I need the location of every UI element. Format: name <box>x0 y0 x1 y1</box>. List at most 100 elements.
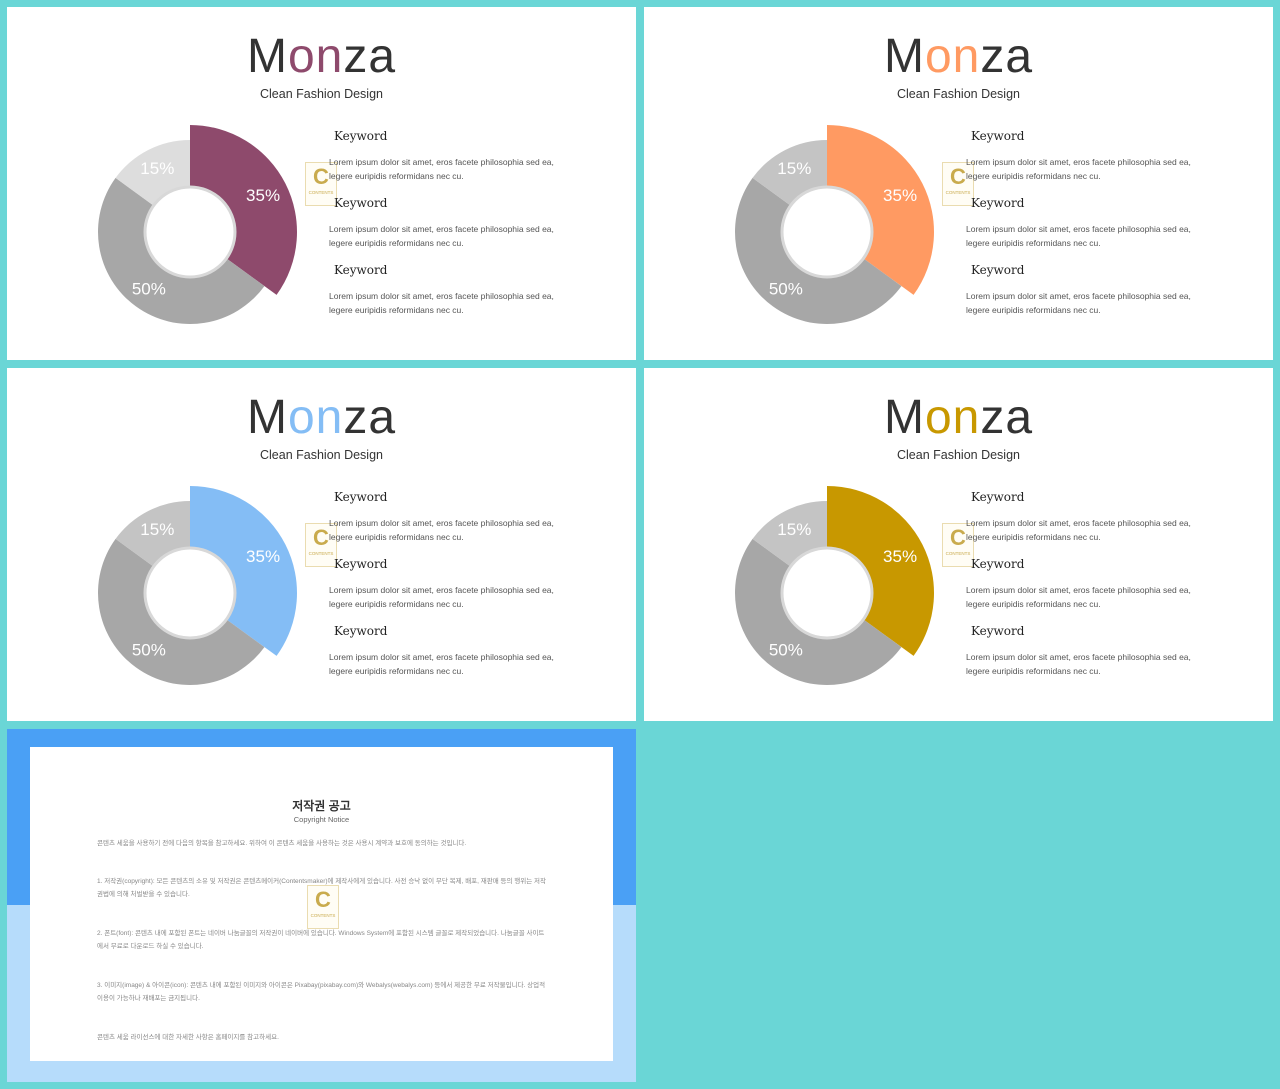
donut-label-3: 15% <box>140 520 174 539</box>
logo-caption: CONTENTS <box>310 913 336 918</box>
desc-2-line-2: legere euripidis reformidans nec cu. <box>329 599 464 609</box>
desc-2: Lorem ipsum dolor sit amet, eros facete … <box>329 222 559 250</box>
desc-3-line-1: Lorem ipsum dolor sit amet, eros facete … <box>966 652 1191 662</box>
logo-letter: C <box>313 164 329 189</box>
donut-label-1: 35% <box>246 186 280 205</box>
contents-logo: C CONTENTS <box>942 162 974 206</box>
slide-subtitle: Clean Fashion Design <box>897 87 1020 101</box>
notice-outro: 콘텐츠 세움 라이선스에 대한 자세한 사항은 홈페이지를 참고하세요. <box>97 1034 279 1041</box>
desc-2-line-1: Lorem ipsum dolor sit amet, eros facete … <box>966 224 1191 234</box>
logo-letter: C <box>315 887 331 912</box>
desc-1-line-1: Lorem ipsum dolor sit amet, eros facete … <box>329 518 554 528</box>
keyword-3: Keyword <box>334 624 388 638</box>
slide-title: Monza <box>7 29 636 85</box>
logo-caption: CONTENTS <box>945 551 971 556</box>
desc-2: Lorem ipsum dolor sit amet, eros facete … <box>966 583 1196 611</box>
donut-center <box>149 552 231 634</box>
desc-2-line-1: Lorem ipsum dolor sit amet, eros facete … <box>329 224 554 234</box>
desc-3: Lorem ipsum dolor sit amet, eros facete … <box>329 650 559 678</box>
donut-slice-2 <box>735 538 902 685</box>
slide-subtitle: Clean Fashion Design <box>260 448 383 462</box>
desc-1-line-2: legere euripidis reformidans nec cu. <box>966 171 1101 181</box>
desc-3-line-2: legere euripidis reformidans nec cu. <box>966 666 1101 676</box>
donut-chart: 35% 50% 15% <box>735 125 934 324</box>
desc-2-line-2: legere euripidis reformidans nec cu. <box>329 238 464 248</box>
desc-3-line-1: Lorem ipsum dolor sit amet, eros facete … <box>329 291 554 301</box>
desc-1: Lorem ipsum dolor sit amet, eros facete … <box>966 516 1196 544</box>
keyword-3: Keyword <box>971 624 1025 638</box>
title-part-1: M <box>246 30 288 83</box>
desc-2-line-2: legere euripidis reformidans nec cu. <box>966 238 1101 248</box>
donut-chart: 35% 50% 15% <box>98 486 297 685</box>
slide-title: Monza <box>644 29 1273 85</box>
notice-paragraph-1: 1. 저작권(copyright): 모든 콘텐츠의 소유 및 저작권은 콘텐츠… <box>97 878 546 898</box>
donut-label-3: 15% <box>777 520 811 539</box>
donut-label-1: 35% <box>883 186 917 205</box>
donut-center <box>786 552 868 634</box>
notice-card: 저작권 공고 Copyright Notice 콘텐츠 세움을 사용하기 전에 … <box>30 747 613 1061</box>
donut-center <box>786 191 868 273</box>
donut-label-2: 50% <box>769 280 803 299</box>
desc-2: Lorem ipsum dolor sit amet, eros facete … <box>329 583 559 611</box>
slide-title: Monza <box>644 390 1273 446</box>
notice-paragraph-3: 3. 이미지(image) & 아이콘(icon): 콘텐츠 내에 포함된 이미… <box>97 982 546 1002</box>
desc-2-line-1: Lorem ipsum dolor sit amet, eros facete … <box>329 585 554 595</box>
donut-label-3: 15% <box>140 159 174 178</box>
keyword-2: Keyword <box>334 557 388 571</box>
desc-3: Lorem ipsum dolor sit amet, eros facete … <box>329 289 559 317</box>
desc-1-line-2: legere euripidis reformidans nec cu. <box>329 171 464 181</box>
slide-3: Monza Clean Fashion Design 35% 50% 15% C CO… <box>7 368 636 721</box>
title-part-2: on <box>924 30 981 83</box>
desc-1: Lorem ipsum dolor sit amet, eros facete … <box>329 155 559 183</box>
slide-2: Monza Clean Fashion Design 35% 50% 15% C CO… <box>644 7 1273 360</box>
notice-intro: 콘텐츠 세움을 사용하기 전에 다음의 항목을 참고하세요. 위하여 이 콘텐츠… <box>97 840 467 847</box>
notice-title: 저작권 공고 <box>292 799 351 813</box>
desc-3: Lorem ipsum dolor sit amet, eros facete … <box>966 650 1196 678</box>
desc-1: Lorem ipsum dolor sit amet, eros facete … <box>329 516 559 544</box>
logo-caption: CONTENTS <box>945 190 971 195</box>
keyword-2: Keyword <box>334 196 388 210</box>
logo-caption: CONTENTS <box>308 551 334 556</box>
title-part-3: za <box>980 391 1034 444</box>
donut-label-1: 35% <box>883 547 917 566</box>
donut-label-3: 15% <box>777 159 811 178</box>
desc-3-line-1: Lorem ipsum dolor sit amet, eros facete … <box>329 652 554 662</box>
title-part-3: za <box>343 391 397 444</box>
logo-letter: C <box>950 525 966 550</box>
logo-letter: C <box>950 164 966 189</box>
donut-center <box>149 191 231 273</box>
title-part-2: on <box>924 391 981 444</box>
desc-2-line-2: legere euripidis reformidans nec cu. <box>966 599 1101 609</box>
slide-subtitle: Clean Fashion Design <box>260 87 383 101</box>
donut-slice-2 <box>98 538 265 685</box>
donut-slice-2 <box>98 177 265 324</box>
donut-chart: 35% 50% 15% <box>735 486 934 685</box>
notice-subtitle: Copyright Notice <box>293 815 350 824</box>
donut-inner-ring <box>143 546 237 640</box>
contents-logo: C CONTENTS <box>305 523 337 567</box>
desc-3-line-1: Lorem ipsum dolor sit amet, eros facete … <box>966 291 1191 301</box>
slide-4: Monza Clean Fashion Design 35% 50% 15% C CO… <box>644 368 1273 721</box>
slide-1: Monza Clean Fashion Design 35% 50% 15% C CO… <box>7 7 636 360</box>
donut-label-2: 50% <box>769 641 803 660</box>
desc-1-line-1: Lorem ipsum dolor sit amet, eros facete … <box>966 157 1191 167</box>
desc-1-line-1: Lorem ipsum dolor sit amet, eros facete … <box>966 518 1191 528</box>
keyword-3: Keyword <box>971 263 1025 277</box>
donut-slice-1 <box>827 125 934 295</box>
contents-logo: C CONTENTS <box>942 523 974 567</box>
title-part-3: za <box>980 30 1034 83</box>
keyword-1: Keyword <box>971 490 1025 504</box>
logo-letter: C <box>313 525 329 550</box>
donut-inner-ring <box>780 546 874 640</box>
desc-1-line-1: Lorem ipsum dolor sit amet, eros facete … <box>329 157 554 167</box>
notice-paragraph-2: 2. 폰트(font): 콘텐츠 내에 포함된 폰트는 네이버 나눔글꼴의 저작… <box>97 930 545 950</box>
keyword-2: Keyword <box>971 557 1025 571</box>
copyright-notice-slide: 저작권 공고 Copyright Notice 콘텐츠 세움을 사용하기 전에 … <box>7 729 636 1082</box>
keyword-1: Keyword <box>334 490 388 504</box>
donut-label-2: 50% <box>132 641 166 660</box>
donut-label-2: 50% <box>132 280 166 299</box>
title-part-1: M <box>246 391 288 444</box>
title-part-3: za <box>343 30 397 83</box>
keyword-1: Keyword <box>334 129 388 143</box>
donut-chart: 35% 50% 15% <box>98 125 297 324</box>
